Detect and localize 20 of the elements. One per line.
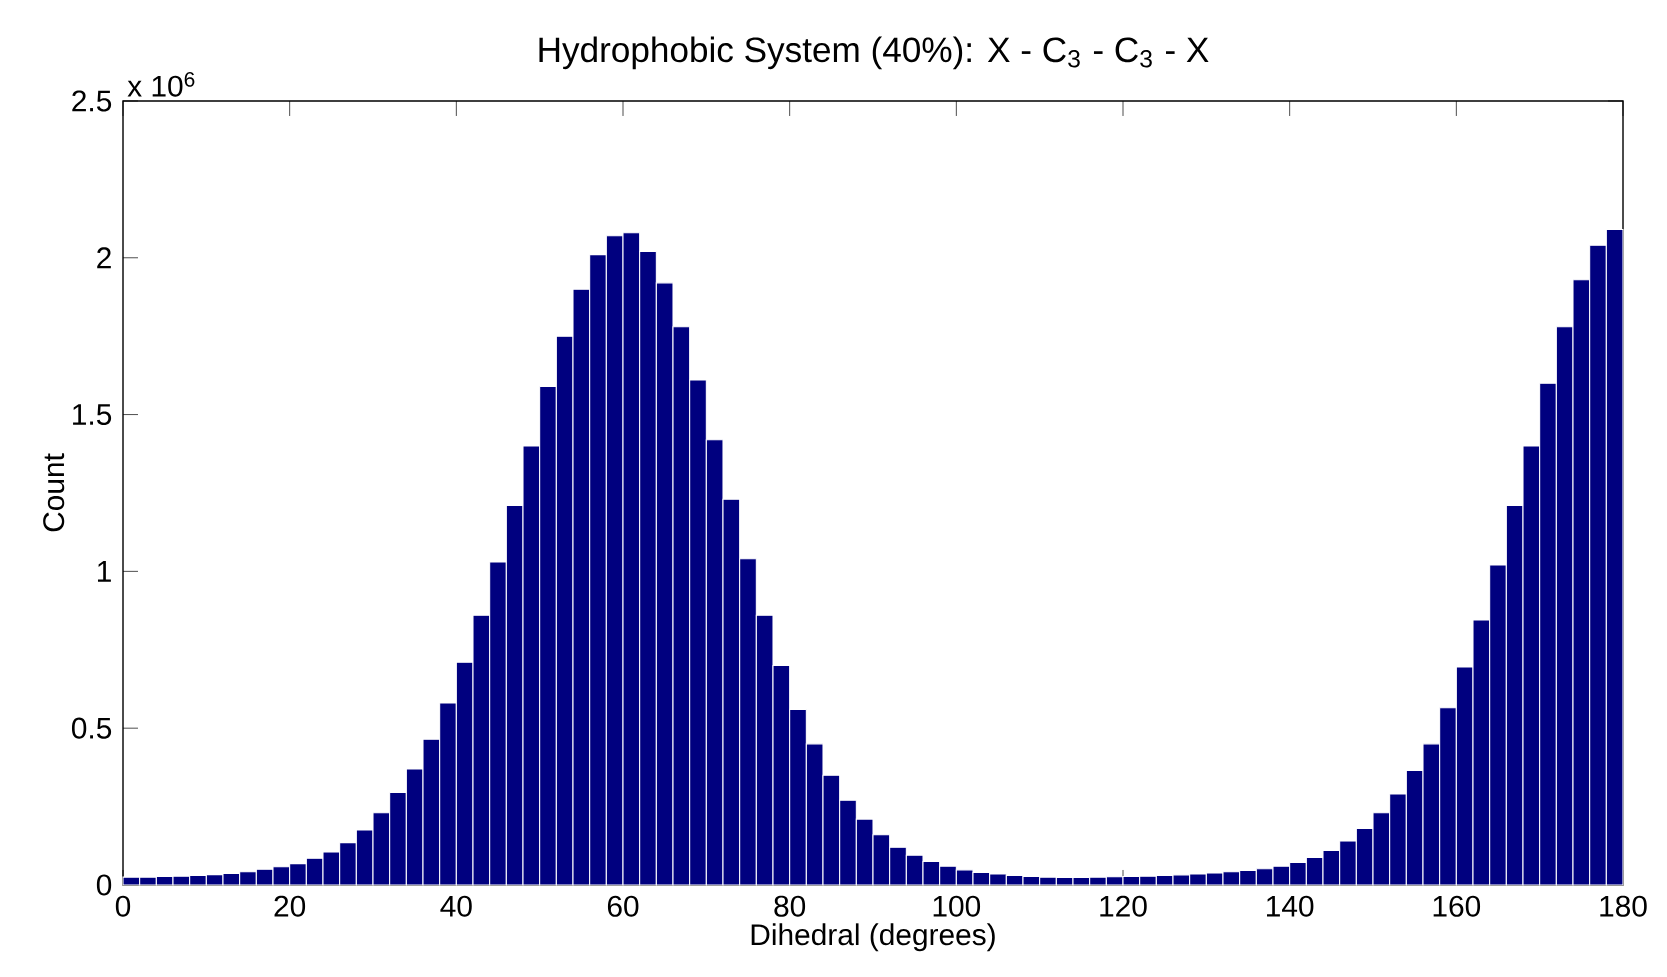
x-tick-label: 60 bbox=[607, 895, 639, 917]
x-tick-label: 100 bbox=[933, 895, 981, 917]
y-tick-label: 0.5 bbox=[71, 717, 112, 739]
x-tick-label: 20 bbox=[274, 895, 306, 917]
chart-title: Hydrophobic System (40%): X - C$_{3}$ - C$_{3}$ - X bbox=[539, 36, 1209, 70]
y-tick-label: 0 bbox=[96, 874, 112, 896]
x-tick-label: 140 bbox=[1267, 895, 1314, 917]
y-axis-title: Count bbox=[43, 453, 65, 532]
x-tick-label: 160 bbox=[1433, 895, 1481, 917]
x-tick-label: 180 bbox=[1600, 895, 1647, 917]
x-tick-label: 40 bbox=[440, 895, 472, 917]
x-tick-label: 120 bbox=[1100, 895, 1147, 917]
text: x 10$^{6}$ bbox=[127, 71, 195, 97]
y-tick-label: 1.5 bbox=[73, 404, 112, 425]
x-tick-label: 80 bbox=[774, 895, 806, 917]
y-tick-label: 2.5 bbox=[72, 90, 112, 112]
x-tick-label: 0 bbox=[115, 895, 131, 917]
y-tick-label: 2 bbox=[97, 247, 111, 269]
x-axis-title: Dihedral (degrees) bbox=[751, 923, 995, 952]
y-tick-label: 1 bbox=[97, 561, 111, 582]
